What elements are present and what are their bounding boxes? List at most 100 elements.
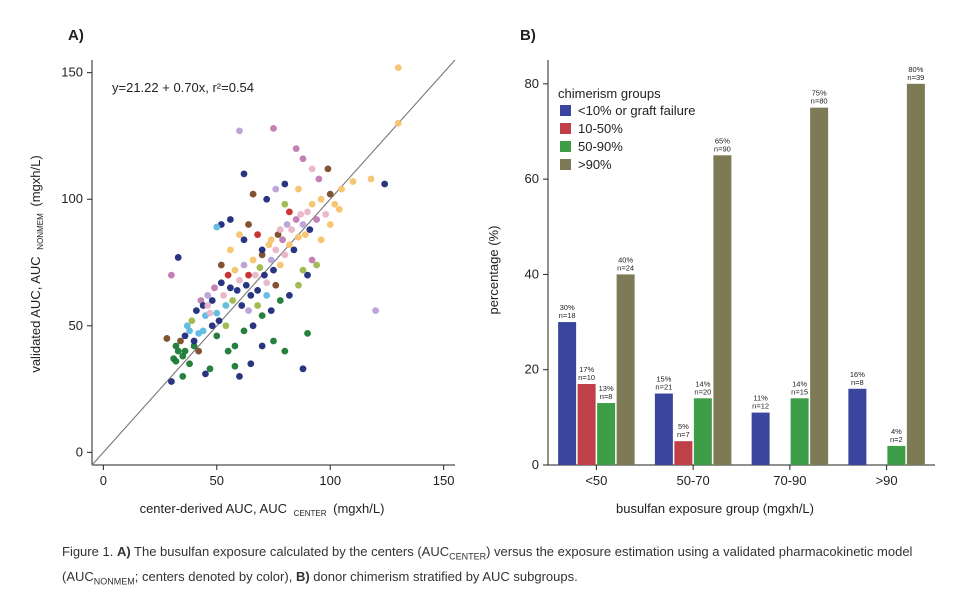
scatter-point <box>195 347 203 355</box>
bar <box>558 322 577 465</box>
bar-n-label: n=39 <box>907 73 924 82</box>
scatter-point <box>394 64 402 71</box>
scatter-panel: A) 0 50 100 150 0 50 100 150 y=21.22 + 0.70x, r… <box>28 27 456 518</box>
scatter-point <box>172 357 180 365</box>
scatter-point <box>267 256 275 264</box>
bar-percent-label: 80% <box>908 65 923 74</box>
legend-entry: 50-90% <box>578 139 623 154</box>
legend-title: chimerism groups <box>558 86 661 101</box>
bar <box>790 398 809 465</box>
bar-n-label: n=8 <box>851 378 864 387</box>
scatter-point <box>313 216 321 223</box>
scatter-point <box>281 347 289 355</box>
scatter-point <box>204 292 212 299</box>
scatter-point <box>295 233 302 241</box>
bar-n-label: n=24 <box>617 263 634 272</box>
scatter-point <box>281 200 289 208</box>
scatter-point <box>297 211 305 218</box>
scatter-point <box>258 342 266 350</box>
bars: 30%n=1817%n=1013%n=840%n=2415%n=215%n=71… <box>558 65 925 465</box>
bar-percent-label: 11% <box>753 394 768 403</box>
bar-n-label: n=21 <box>655 383 672 392</box>
scatter-point <box>231 266 239 274</box>
scatter-point <box>281 251 289 259</box>
scatter-point <box>270 266 277 274</box>
scatter-point <box>213 309 221 317</box>
bar-category-label: >90 <box>876 473 898 488</box>
legend-swatch <box>560 105 571 116</box>
scatter-point <box>238 302 246 309</box>
bar-n-label: n=10 <box>578 373 595 382</box>
caption-fig: Figure 1. <box>62 544 114 559</box>
scatter-point <box>338 185 345 193</box>
bar <box>751 412 770 465</box>
scatter-point <box>222 302 230 309</box>
scatter-point <box>215 317 223 325</box>
scatter-point <box>240 236 248 244</box>
scatter-point <box>292 145 300 152</box>
scatter-point <box>290 246 298 254</box>
scatter-point <box>186 360 193 368</box>
scatter-point <box>254 286 262 294</box>
scatter-axes: 0 50 100 150 0 50 100 150 <box>61 60 455 488</box>
scatter-point <box>202 370 209 378</box>
bar-category-label: 70-90 <box>773 473 806 488</box>
scatter-point <box>317 195 325 203</box>
bar-n-label: n=2 <box>890 435 903 444</box>
caption-a-text-2: ) versus the exposure estimation using a… <box>62 544 913 584</box>
scatter-point <box>240 170 248 178</box>
bar-percent-label: 65% <box>715 136 730 145</box>
scatter-point <box>261 271 268 279</box>
scatter-point <box>181 332 189 340</box>
scatter-point <box>211 284 218 292</box>
scatter-point <box>274 231 282 239</box>
bar-percent-label: 13% <box>599 384 614 393</box>
bar-percent-label: 5% <box>678 422 689 431</box>
scatter-y-tick-label: 50 <box>69 318 83 333</box>
scatter-point <box>292 216 300 223</box>
bar-percent-label: 15% <box>656 375 671 384</box>
legend-swatch <box>560 159 571 170</box>
bar <box>654 393 673 465</box>
bar <box>887 445 906 465</box>
scatter-point <box>172 342 180 350</box>
scatter-y-tick-label: 0 <box>76 444 83 459</box>
scatter-point <box>208 297 216 304</box>
scatter-point <box>381 180 389 188</box>
legend-entry: >90% <box>578 157 612 172</box>
scatter-point <box>224 271 232 279</box>
scatter-point <box>299 266 307 274</box>
scatter-point <box>263 279 271 287</box>
scatter-y-axis-title: validated AUC, AUC NONMEM (mgxh/L) <box>28 155 46 372</box>
scatter-point <box>226 284 234 292</box>
scatter-point <box>326 221 334 228</box>
scatter-point <box>213 332 221 340</box>
bar-percent-label: 40% <box>618 255 633 264</box>
scatter-point <box>299 155 307 163</box>
scatter-point <box>168 271 175 279</box>
scatter-point <box>349 178 357 185</box>
bar <box>906 83 925 465</box>
bar-y-axis-title: percentage (%) <box>486 226 501 315</box>
scatter-point <box>204 302 212 309</box>
bar-percent-label: 30% <box>560 303 575 312</box>
bar-n-label: n=90 <box>714 144 731 153</box>
scatter-point <box>247 360 255 368</box>
scatter-point <box>174 347 182 355</box>
bar-n-label: n=18 <box>559 311 576 320</box>
scatter-point <box>281 180 289 188</box>
scatter-point <box>331 200 339 208</box>
scatter-point <box>270 124 277 132</box>
scatter-point <box>231 342 239 350</box>
caption-a-sub-1: CENTER <box>449 551 487 562</box>
bar <box>597 403 616 465</box>
scatter-point <box>192 307 200 314</box>
bar-y-tick-label: 20 <box>525 362 539 377</box>
scatter-point <box>181 347 189 355</box>
scatter-point <box>206 309 214 317</box>
scatter-point <box>245 307 252 314</box>
scatter-point <box>272 281 280 289</box>
scatter-point <box>242 281 250 289</box>
scatter-point <box>226 246 234 254</box>
scatter-point <box>308 200 316 208</box>
